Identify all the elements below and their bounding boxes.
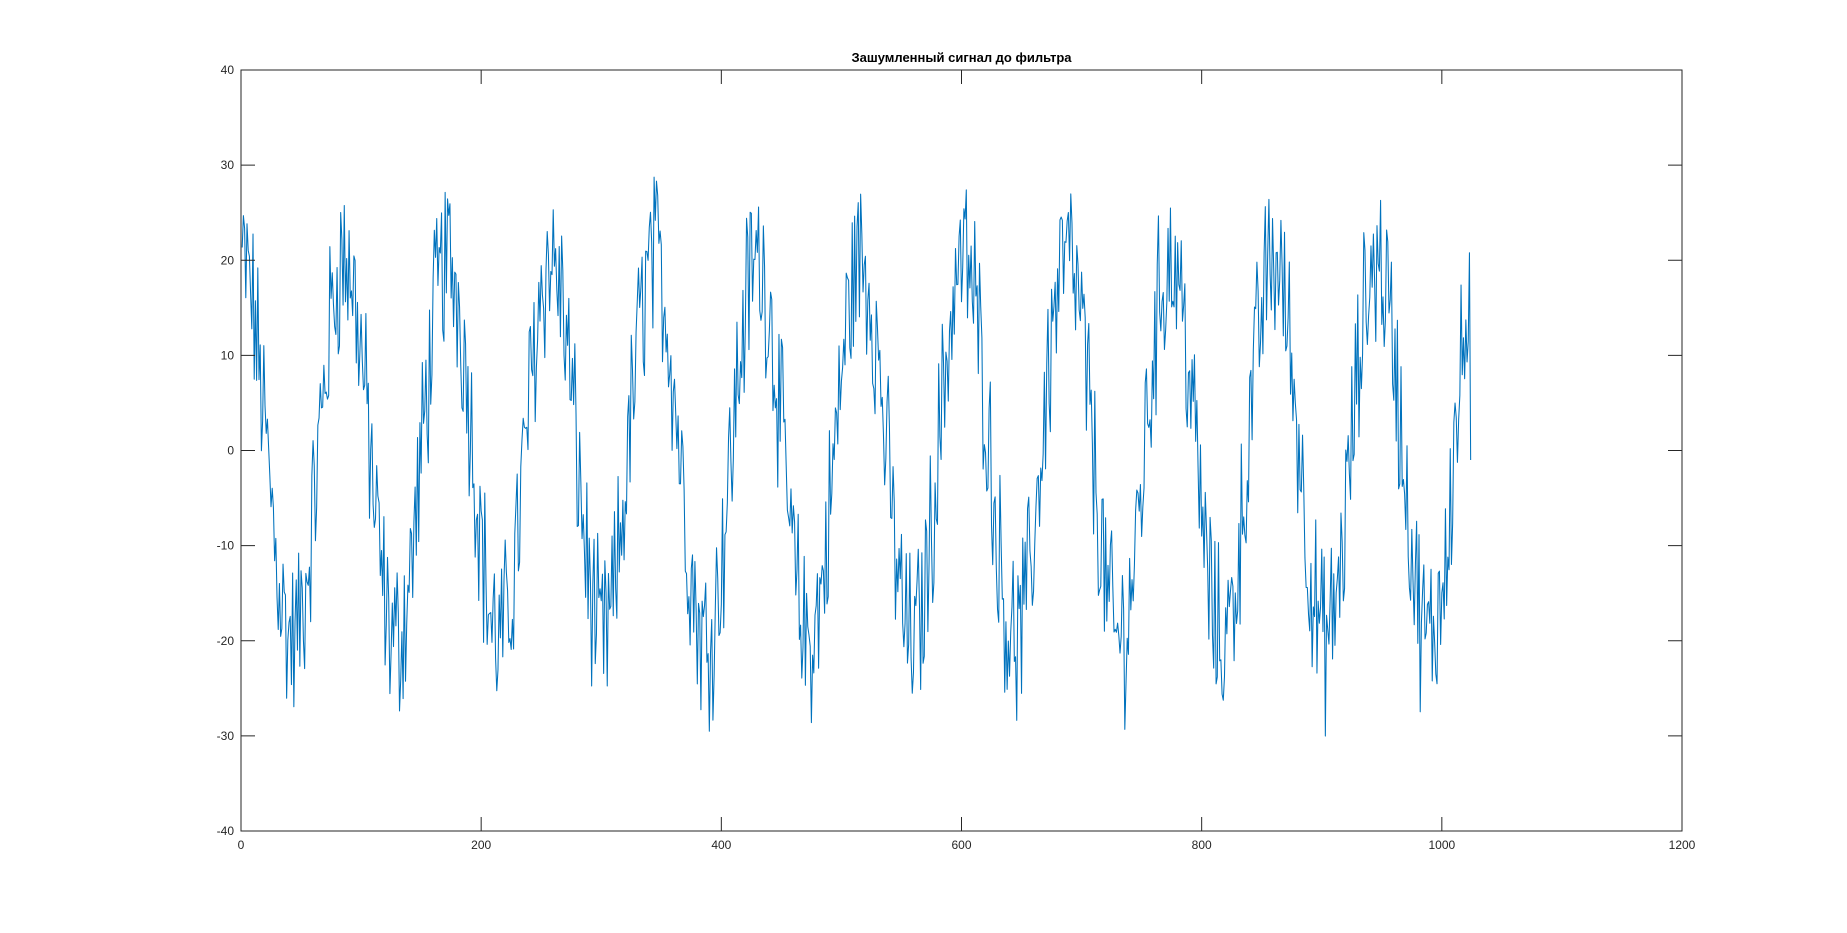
series-layer (241, 176, 1472, 737)
y-tick-label: -30 (217, 729, 235, 743)
chart-title: Зашумленный сигнал до фильтра (851, 50, 1072, 65)
ticks-layer: 0 200 400 600 800 1000 1200 -40 -30 -20 -10 0 10 20 30… (217, 63, 1696, 852)
y-tick-label: 20 (221, 253, 235, 267)
series-line (241, 176, 1472, 737)
x-tick-label: 0 (238, 838, 245, 852)
x-tick-label: 800 (1192, 838, 1212, 852)
y-tick-label: 40 (221, 63, 235, 77)
x-tick-label: 1000 (1428, 838, 1455, 852)
y-tick-label: -40 (217, 824, 235, 838)
x-tick-label: 1200 (1669, 838, 1696, 852)
x-tick-label: 600 (951, 838, 971, 852)
y-tick-label: 10 (221, 348, 235, 362)
y-tick-label: -20 (217, 634, 235, 648)
y-tick-label: 30 (221, 158, 235, 172)
y-tick-label: 0 (227, 444, 234, 458)
x-tick-label: 400 (711, 838, 731, 852)
y-tick-label: -10 (217, 539, 235, 553)
x-tick-label: 200 (471, 838, 491, 852)
